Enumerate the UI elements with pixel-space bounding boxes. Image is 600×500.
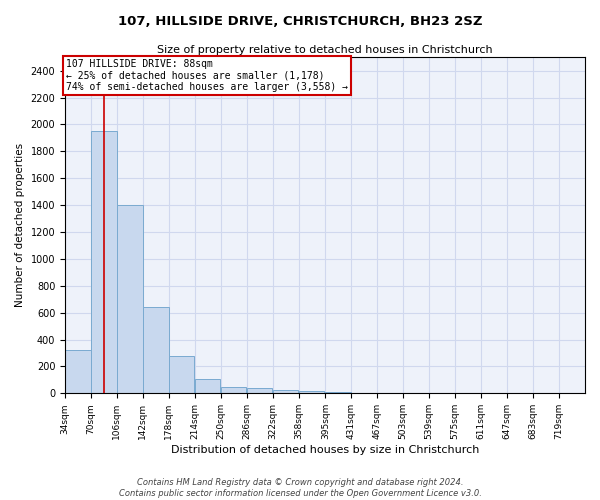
Text: Contains HM Land Registry data © Crown copyright and database right 2024.
Contai: Contains HM Land Registry data © Crown c…	[119, 478, 481, 498]
Bar	[325, 392, 351, 394]
Bar	[117, 205, 143, 394]
Text: 107, HILLSIDE DRIVE, CHRISTCHURCH, BH23 2SZ: 107, HILLSIDE DRIVE, CHRISTCHURCH, BH23 …	[118, 15, 482, 28]
Title: Size of property relative to detached houses in Christchurch: Size of property relative to detached ho…	[157, 45, 493, 55]
Bar	[195, 379, 220, 394]
Bar	[169, 356, 194, 394]
Bar	[299, 390, 324, 394]
Bar	[221, 388, 247, 394]
Y-axis label: Number of detached properties: Number of detached properties	[15, 143, 25, 308]
X-axis label: Distribution of detached houses by size in Christchurch: Distribution of detached houses by size …	[171, 445, 479, 455]
Text: 107 HILLSIDE DRIVE: 88sqm
← 25% of detached houses are smaller (1,178)
74% of se: 107 HILLSIDE DRIVE: 88sqm ← 25% of detac…	[66, 59, 348, 92]
Bar	[273, 390, 298, 394]
Bar	[91, 131, 116, 394]
Bar	[143, 308, 169, 394]
Bar	[352, 392, 377, 394]
Bar	[247, 388, 272, 394]
Bar	[65, 350, 91, 394]
